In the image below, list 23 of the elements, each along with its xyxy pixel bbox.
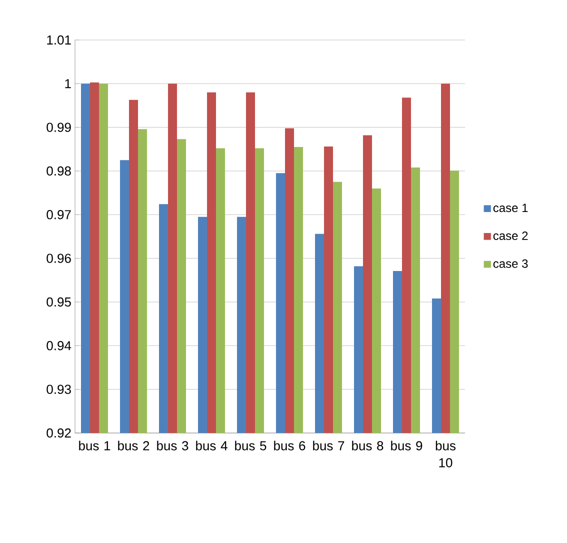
y-tick-label: 0.94 bbox=[46, 341, 72, 350]
x-tick-label: bus 2 bbox=[118, 440, 150, 450]
x-tick-label: bus 5 bbox=[235, 440, 266, 450]
y-tick-label: 0.99 bbox=[46, 122, 71, 132]
x-tick-label: bus 6 bbox=[274, 440, 306, 450]
x-tick-label: bus 7 bbox=[313, 440, 344, 450]
y-tick-label: 0.93 bbox=[46, 384, 71, 394]
x-tick-label: bus 10 bbox=[436, 440, 456, 468]
x-tick-label: bus 3 bbox=[157, 440, 188, 450]
y-tick-label: 0.98 bbox=[46, 166, 71, 176]
legend-label: case 1 bbox=[493, 204, 528, 212]
y-tick-label: 0.92 bbox=[46, 428, 71, 438]
legend-label: case 2 bbox=[493, 232, 528, 240]
x-tick-label: bus 4 bbox=[196, 440, 228, 450]
y-tick-label: 0.95 bbox=[46, 297, 71, 307]
legend-label: case 3 bbox=[493, 259, 528, 268]
y-tick-label: 1 bbox=[65, 79, 71, 88]
y-tick-label: 0.97 bbox=[46, 210, 71, 220]
y-tick-label: 1.01 bbox=[47, 35, 71, 45]
x-tick-label: bus 8 bbox=[352, 440, 384, 450]
x-tick-label: bus 9 bbox=[391, 440, 422, 450]
y-tick-label: 0.96 bbox=[46, 254, 71, 263]
x-tick-label: bus 1 bbox=[79, 440, 110, 450]
